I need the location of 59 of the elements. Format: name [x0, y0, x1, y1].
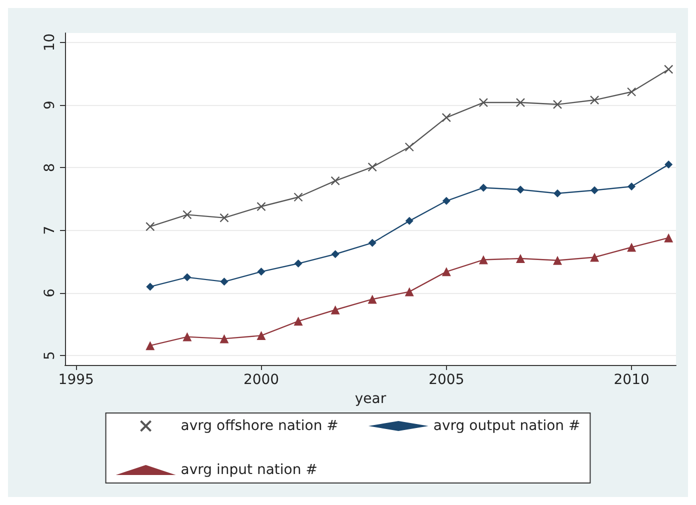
point	[628, 182, 636, 190]
legend-label: avrg input nation #	[180, 462, 318, 478]
point	[256, 202, 266, 212]
point	[146, 282, 154, 291]
point	[146, 341, 155, 350]
point	[405, 216, 414, 225]
y-tick-label: 8	[42, 163, 58, 172]
y-tick-label: 5	[42, 351, 58, 360]
point	[478, 98, 488, 108]
point	[220, 213, 229, 222]
point	[220, 334, 229, 344]
point	[664, 233, 674, 242]
y-tick-label: 9	[42, 100, 58, 110]
x-axis-title: year	[354, 390, 386, 407]
point	[368, 238, 376, 247]
x-tick-label: 2000	[243, 372, 280, 388]
point	[368, 294, 377, 304]
legend-label: avrg offshore nation #	[180, 418, 338, 434]
x-tick-label: 2005	[428, 372, 464, 388]
point	[404, 287, 414, 296]
x-tick-label: 2010	[614, 372, 650, 388]
y-tick-label: 6	[42, 288, 58, 298]
point	[368, 162, 377, 172]
point	[590, 95, 600, 105]
point	[553, 256, 562, 265]
point	[404, 142, 414, 152]
point	[330, 305, 340, 314]
point	[294, 260, 302, 268]
point	[442, 112, 452, 122]
point	[182, 210, 192, 220]
point	[664, 160, 673, 169]
point	[183, 273, 192, 282]
point	[257, 268, 266, 276]
point	[478, 255, 488, 264]
point	[182, 332, 192, 342]
point	[516, 254, 525, 264]
x-tick-label: 1995	[58, 372, 94, 388]
point	[627, 242, 636, 252]
point	[442, 267, 451, 276]
y-tick-label: 10	[42, 33, 58, 52]
y-tick-label: 7	[42, 226, 58, 235]
point	[294, 316, 303, 326]
point	[146, 222, 155, 232]
point	[442, 196, 450, 205]
point	[330, 176, 340, 186]
point	[256, 331, 266, 340]
point	[479, 184, 488, 192]
point	[590, 186, 599, 194]
point	[516, 98, 526, 108]
point	[626, 87, 636, 96]
point	[590, 252, 600, 262]
point	[294, 192, 303, 202]
point	[516, 186, 524, 194]
point	[554, 189, 562, 198]
legend-label: avrg output nation #	[433, 418, 580, 434]
point	[220, 278, 228, 286]
point	[664, 64, 674, 74]
point	[552, 100, 562, 110]
point	[331, 250, 340, 258]
